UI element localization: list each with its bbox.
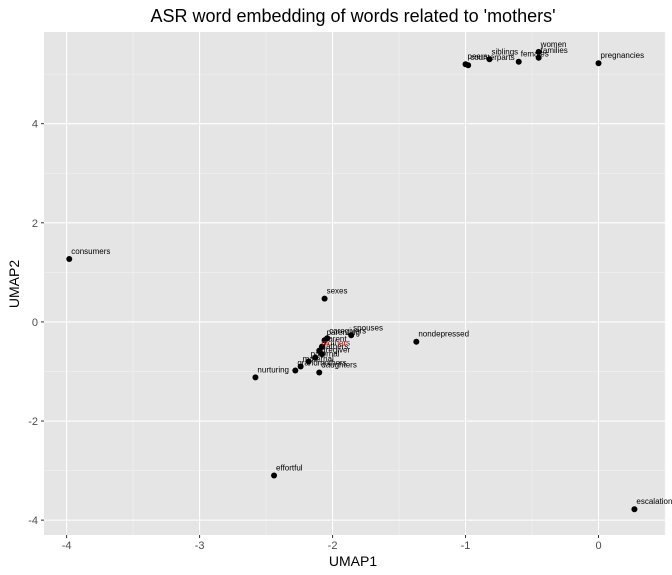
data-point	[305, 358, 312, 365]
point-label: nurturing	[257, 365, 289, 374]
data-point	[535, 48, 542, 55]
point-label: consumers	[71, 247, 110, 256]
data-point	[515, 58, 522, 65]
point-label: parenting	[327, 328, 360, 337]
y-tick-label: 4	[32, 119, 38, 131]
data-point	[631, 506, 638, 513]
data-point	[271, 472, 278, 479]
point-label: spouses	[353, 323, 383, 332]
data-point	[321, 337, 328, 344]
data-point	[297, 363, 304, 370]
point-label: siblings	[491, 47, 518, 56]
point-label: effortful	[276, 464, 303, 473]
point-label: nondepressed	[418, 330, 469, 339]
point-label: women	[540, 40, 567, 49]
x-tick-label: -4	[62, 540, 72, 552]
data-point	[465, 62, 472, 69]
data-point	[595, 60, 602, 67]
data-point	[413, 338, 420, 345]
point-label: maternal	[303, 355, 334, 364]
y-tick-label: 0	[32, 317, 38, 329]
point-label: mothers	[321, 339, 350, 348]
point-label: sexes	[327, 287, 348, 296]
y-tick-label: -4	[28, 515, 38, 527]
point-label: counterparts	[470, 53, 514, 62]
y-tick-label: -2	[28, 416, 38, 428]
data-point	[66, 255, 73, 262]
point-label: females	[521, 50, 549, 59]
x-tick-label: 0	[595, 540, 601, 552]
data-point	[292, 367, 299, 374]
point-label: fathers	[324, 342, 348, 351]
point-label: families	[541, 46, 568, 55]
data-point	[535, 54, 542, 61]
point-label: caregiver	[317, 346, 350, 355]
data-point	[321, 295, 328, 302]
x-tick-label: -1	[461, 540, 471, 552]
point-label: daughters	[321, 360, 357, 369]
y-axis-title: UMAP2	[6, 260, 22, 308]
plot-panel	[44, 32, 665, 535]
data-point	[316, 369, 323, 376]
point-label: paternal	[311, 350, 340, 359]
chart-title: ASR word embedding of words related to '…	[150, 6, 555, 26]
data-point	[348, 332, 355, 339]
point-label: pregnancies	[601, 51, 645, 60]
axis-ticks: -4 -3 -2 -1 0 -4 -2 0 2 4	[28, 119, 601, 552]
point-label: escalations	[636, 497, 672, 506]
grid	[44, 32, 666, 535]
point-label: peers	[468, 52, 488, 61]
x-axis-title: UMAP1	[329, 553, 377, 569]
x-tick-label: -3	[195, 540, 205, 552]
data-point	[318, 351, 325, 358]
data-point	[252, 374, 259, 381]
point-label: parent	[324, 335, 347, 344]
y-tick-label: 2	[32, 218, 38, 230]
x-tick-label: -2	[328, 540, 338, 552]
data-point	[486, 56, 493, 63]
point-label: caregivers	[329, 326, 366, 335]
point-label: grandmothers	[297, 358, 346, 367]
data-point	[312, 354, 319, 361]
